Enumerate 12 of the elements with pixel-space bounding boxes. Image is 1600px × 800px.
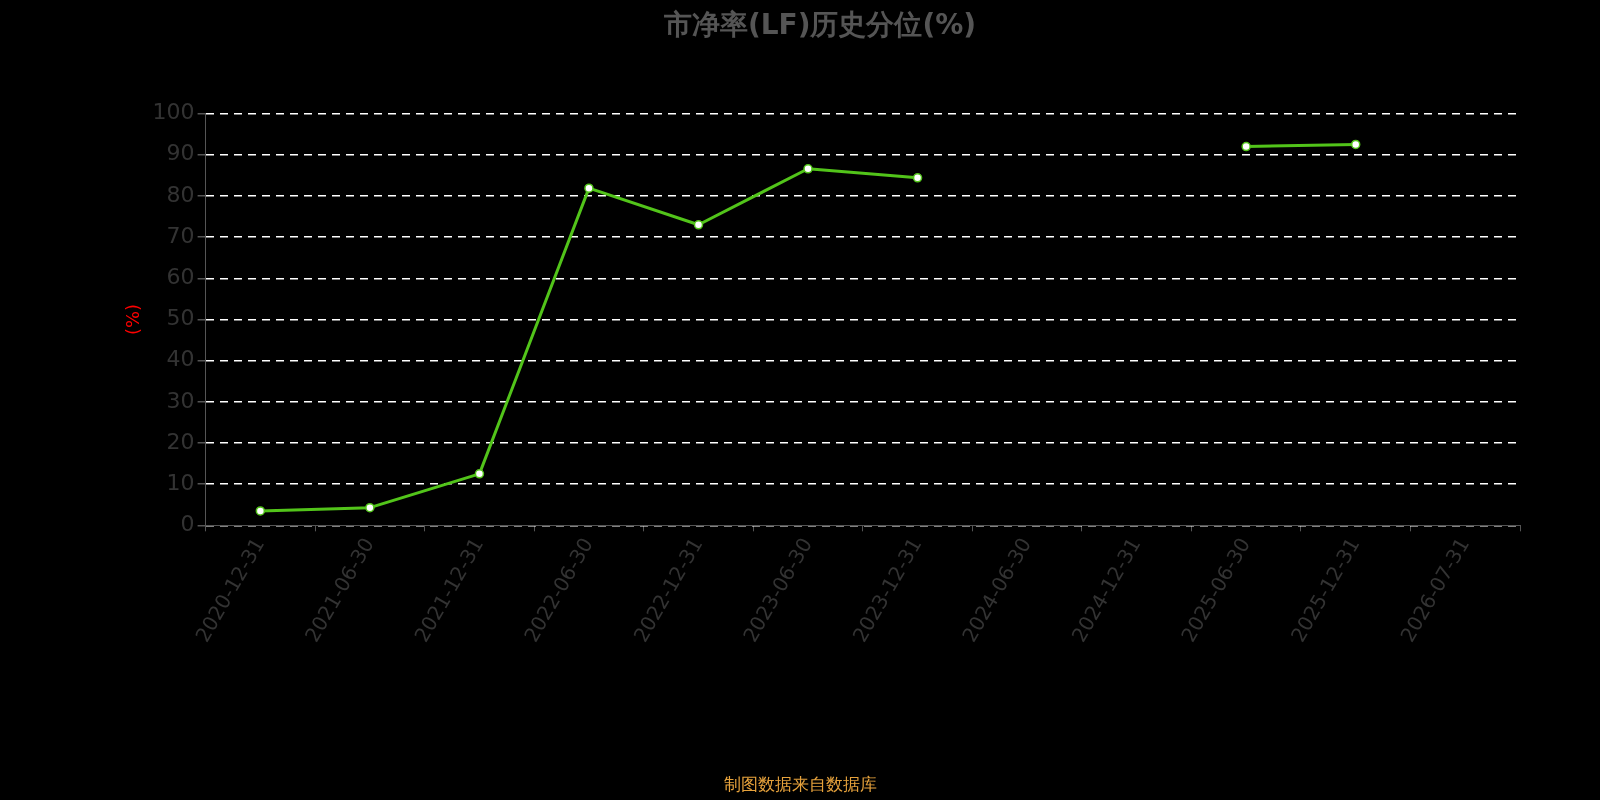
text: 制图数据来自数据库: [722, 773, 878, 796]
point: [584, 183, 594, 193]
point: [693, 220, 704, 230]
chart-title: 市净率(LF)历史分位(%): [662, 8, 977, 42]
point: [1350, 139, 1361, 150]
point: [474, 469, 485, 479]
point: [803, 164, 813, 174]
point: [1241, 141, 1251, 152]
point: [365, 502, 375, 513]
point: [255, 506, 266, 516]
y-axis-title: (%): [122, 303, 144, 336]
point: [912, 173, 923, 183]
